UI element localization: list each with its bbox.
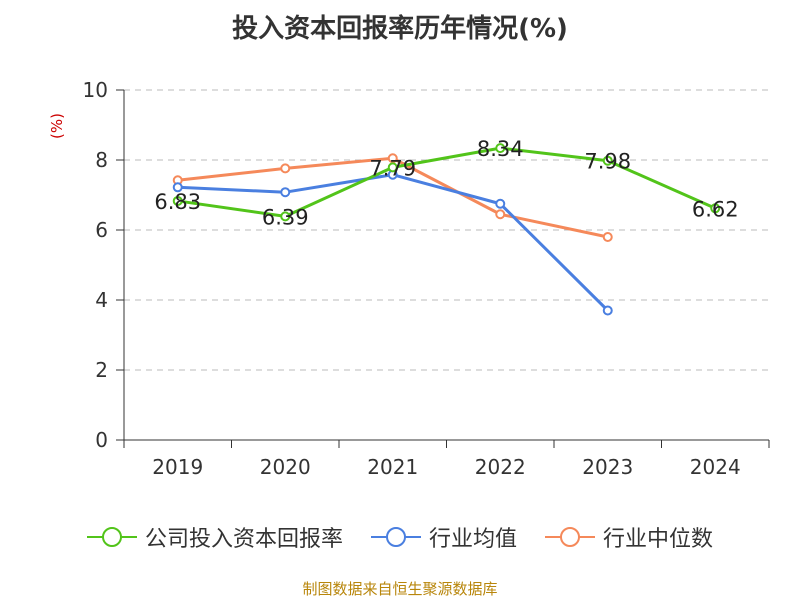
data-point <box>495 209 506 220</box>
x-tick-label: 2024 <box>690 455 741 479</box>
data-label: 7.79 <box>369 156 416 180</box>
y-tick-label: 10 <box>83 78 108 102</box>
x-tick-label: 2019 <box>152 455 203 479</box>
legend-item-company-roic[interactable]: 公司投入资本回报率 <box>86 521 343 553</box>
legend-item-industry-median[interactable]: 行业中位数 <box>545 521 713 553</box>
data-label: 6.62 <box>692 197 739 221</box>
grid-lines <box>124 89 769 371</box>
data-point <box>710 203 721 214</box>
line-circle-icon <box>545 527 595 547</box>
legend-item-industry-mean[interactable]: 行业均值 <box>370 521 517 553</box>
data-point <box>280 163 291 174</box>
x-tick-label: 2020 <box>260 455 311 479</box>
y-tick-label: 8 <box>95 148 108 172</box>
x-tick-label: 2022 <box>475 455 526 479</box>
data-point <box>172 195 183 206</box>
x-tick-label: 2023 <box>582 455 633 479</box>
data-point <box>602 232 613 242</box>
data-point <box>387 162 398 173</box>
source-note: 制图数据来自恒生聚源数据库 <box>302 580 498 598</box>
legend-label: 行业中位数 <box>603 527 714 552</box>
data-point <box>280 187 291 198</box>
data-point <box>387 153 398 164</box>
legend: 公司投入资本回报率 行业均值 行业中位数 <box>0 520 800 554</box>
series-lines <box>172 143 721 316</box>
axes: 0 2 4 6 8 10 2019 2020 2021 2022 2023 2024 <box>83 78 770 479</box>
y-axis-label: (%) <box>48 113 66 139</box>
legend-label: 行业均值 <box>428 527 517 552</box>
data-point <box>172 182 183 193</box>
y-tick-label: 0 <box>95 428 108 452</box>
line-circle-icon <box>86 527 137 547</box>
data-label: 8.34 <box>477 137 524 161</box>
data-point <box>602 155 613 166</box>
data-label: 6.83 <box>154 190 201 214</box>
data-labels: 6.83 6.39 7.79 8.34 7.98 6.62 <box>154 137 738 229</box>
legend-label: 公司投入资本回报率 <box>144 527 343 552</box>
data-point <box>280 211 291 222</box>
x-tick-label: 2021 <box>367 455 418 479</box>
data-point <box>495 198 506 209</box>
y-tick-label: 4 <box>95 288 108 312</box>
chart-title: 投入资本回报率历年情况(%) <box>232 14 568 44</box>
y-tick-label: 6 <box>95 218 108 242</box>
data-label: 6.39 <box>262 205 309 229</box>
series-line <box>177 173 609 312</box>
y-tick-label: 2 <box>95 358 108 382</box>
series-line <box>177 146 716 218</box>
line-circle-icon <box>370 527 421 547</box>
data-point <box>495 143 506 154</box>
data-point <box>602 305 613 316</box>
data-label: 7.98 <box>584 150 631 174</box>
